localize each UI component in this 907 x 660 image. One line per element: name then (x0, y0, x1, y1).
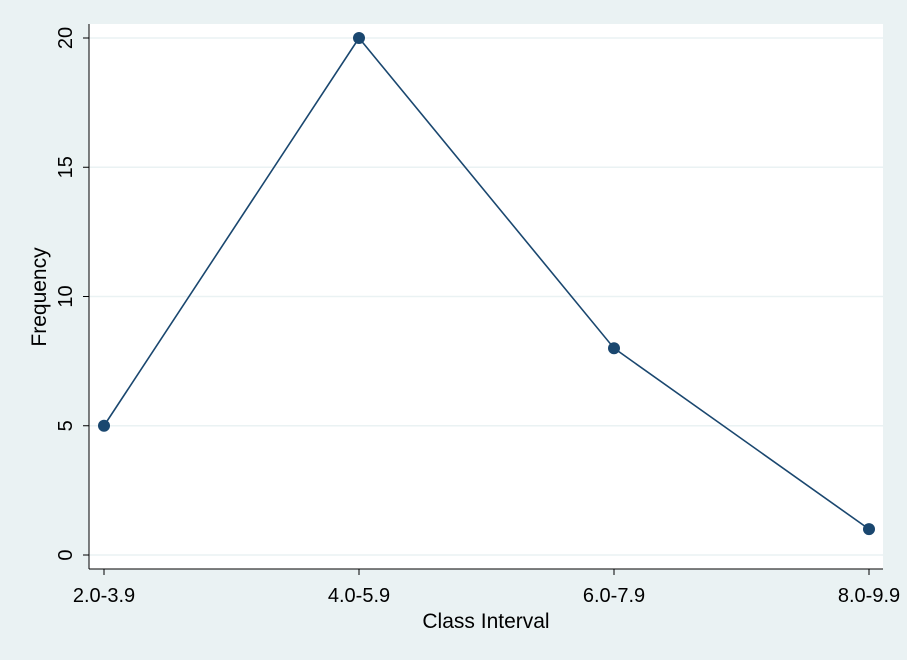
y-tick-label: 10 (55, 285, 77, 307)
series-line (103, 36, 870, 530)
data-series (98, 32, 875, 536)
y-tick-label: 0 (55, 549, 77, 560)
x-tick-label: 6.0-7.9 (583, 585, 645, 607)
x-tick-label: 8.0-9.9 (838, 585, 900, 607)
data-point-marker (863, 523, 875, 536)
x-axis-title: Class Interval (422, 610, 549, 633)
y-tick-label: 5 (55, 420, 77, 431)
x-axis-ticks: 2.0-3.9 4.0-5.9 6.0-7.9 8.0-9.9 (73, 569, 900, 607)
y-tick-label: 20 (55, 27, 77, 49)
data-point-marker (608, 342, 620, 355)
x-tick-label: 4.0-5.9 (328, 585, 390, 607)
data-point-marker (353, 32, 365, 44)
data-point-marker (98, 419, 110, 432)
x-tick-label: 2.0-3.9 (73, 585, 135, 607)
grid-lines (89, 37, 883, 556)
y-tick-label: 15 (55, 156, 77, 178)
y-axis-ticks: 0 5 10 15 20 (55, 27, 89, 561)
y-axis-title: Frequency (28, 247, 51, 347)
